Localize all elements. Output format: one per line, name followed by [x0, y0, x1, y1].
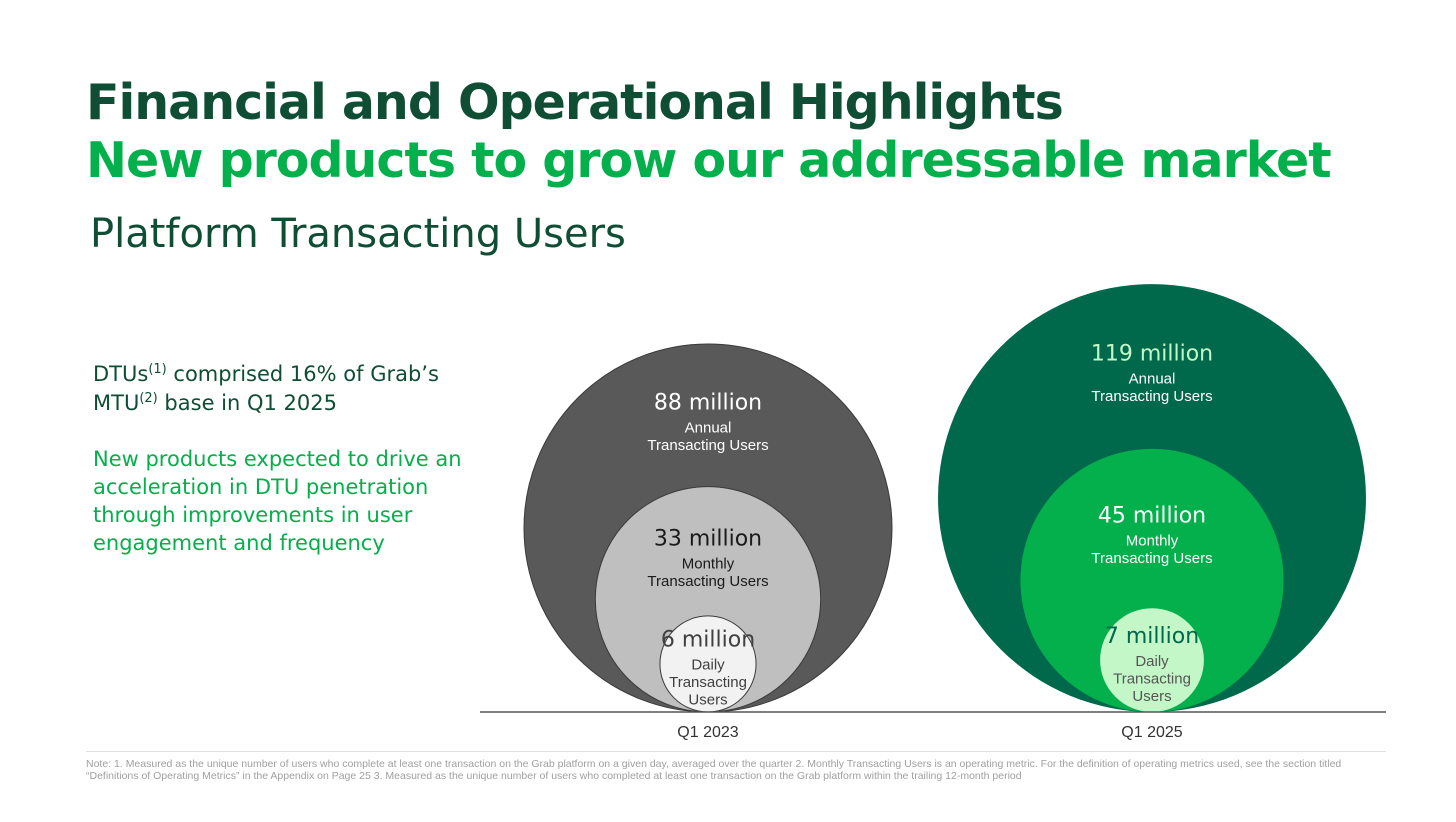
x-category-label: Q1 2025: [1121, 724, 1182, 741]
footnote-divider: [86, 751, 1386, 752]
daily-transacting-users-value-label: 7 million: [1105, 624, 1199, 649]
stat-text-mtu: MTU: [93, 391, 140, 415]
daily-transacting-users-caption-line: Transacting: [1113, 670, 1191, 687]
daily-transacting-users-caption-line: Users: [688, 692, 727, 709]
growth-commentary: New products expected to drive an accele…: [93, 445, 493, 557]
stat-text-dtus: DTUs: [93, 362, 149, 386]
footnote-ref-1: (1): [148, 362, 167, 377]
stat-text-base: base in Q1 2025: [157, 391, 337, 415]
annual-transacting-users-value-label: 88 million: [654, 390, 762, 415]
annual-transacting-users-caption-line: Transacting Users: [647, 437, 768, 454]
growth-line: New products expected to drive an: [93, 447, 462, 471]
page-subtitle: New products to grow our addressable mar…: [86, 132, 1332, 189]
annual-transacting-users-caption-line: Transacting Users: [1091, 388, 1212, 405]
monthly-transacting-users-caption-line: Transacting Users: [1091, 550, 1212, 567]
page-title: Financial and Operational Highlights: [86, 74, 1064, 131]
footnote: Note: 1. Measured as the unique number o…: [86, 758, 1342, 782]
growth-line: engagement and frequency: [93, 531, 385, 555]
daily-transacting-users-bubble: [1100, 608, 1204, 712]
stat-text-comprised: comprised 16% of Grab’s: [166, 362, 439, 386]
section-title: Platform Transacting Users: [90, 211, 626, 257]
monthly-transacting-users-caption-line: Monthly: [682, 555, 735, 572]
daily-transacting-users-caption-line: Daily: [1135, 653, 1169, 670]
dtu-share-statement: DTUs(1) comprised 16% of Grab’s MTU(2) b…: [93, 360, 513, 418]
footnote-ref-2: (2): [139, 391, 158, 406]
growth-line: through improvements in user: [93, 503, 413, 527]
growth-line: acceleration in DTU penetration: [93, 475, 429, 499]
annual-transacting-users-caption-line: Annual: [685, 419, 732, 436]
monthly-transacting-users-caption-line: Monthly: [1126, 533, 1179, 550]
annual-transacting-users-caption-line: Annual: [1129, 370, 1176, 387]
daily-transacting-users-caption-line: Users: [1132, 688, 1171, 705]
monthly-transacting-users-value-label: 33 million: [654, 526, 762, 551]
daily-transacting-users-caption-line: Transacting: [669, 674, 747, 691]
daily-transacting-users-caption-line: Daily: [691, 657, 725, 674]
monthly-transacting-users-value-label: 45 million: [1098, 504, 1206, 529]
monthly-transacting-users-caption-line: Transacting Users: [647, 573, 768, 590]
x-category-label: Q1 2023: [677, 724, 738, 741]
monthly-transacting-users-bubble: [1020, 448, 1284, 712]
daily-transacting-users-value-label: 6 million: [661, 628, 755, 653]
annual-transacting-users-value-label: 119 million: [1091, 341, 1213, 366]
